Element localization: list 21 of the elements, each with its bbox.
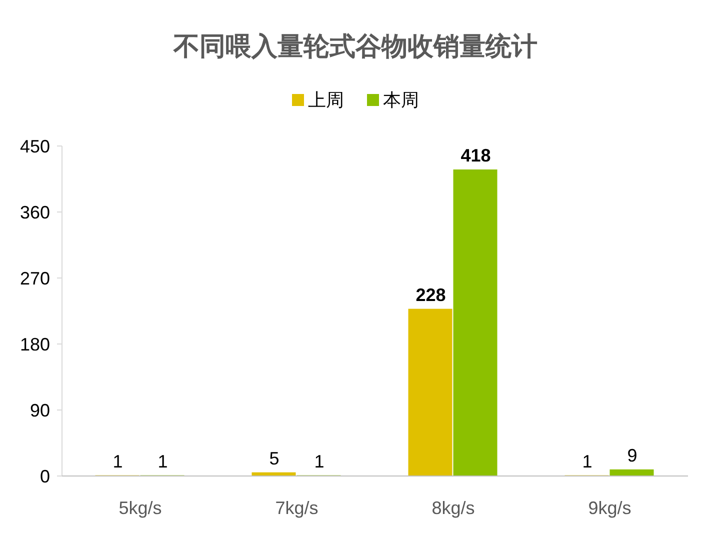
chart-title: 不同喂入量轮式谷物收销量统计 [172, 31, 538, 61]
y-tick-label: 180 [20, 334, 50, 354]
x-tick-label: 5kg/s [118, 498, 162, 518]
legend-label: 本周 [383, 90, 419, 110]
data-label: 1 [112, 451, 123, 472]
data-label: 1 [314, 451, 324, 472]
y-tick-label: 0 [40, 466, 50, 486]
y-tick-label: 360 [20, 202, 50, 222]
y-tick-label: 450 [20, 136, 50, 156]
legend-label: 上周 [308, 90, 344, 110]
data-label: 9 [627, 445, 638, 466]
y-tick-label: 270 [20, 268, 50, 288]
y-tick-label: 90 [30, 400, 50, 420]
data-label: 228 [416, 284, 446, 305]
data-label: 5 [269, 448, 280, 468]
data-label: 1 [158, 451, 168, 472]
x-tick-label: 7kg/s [275, 498, 318, 518]
x-tick-label: 9kg/s [588, 498, 632, 518]
data-label: 1 [582, 451, 592, 472]
x-tick-label: 8kg/s [432, 498, 475, 518]
data-label: 418 [460, 145, 491, 166]
